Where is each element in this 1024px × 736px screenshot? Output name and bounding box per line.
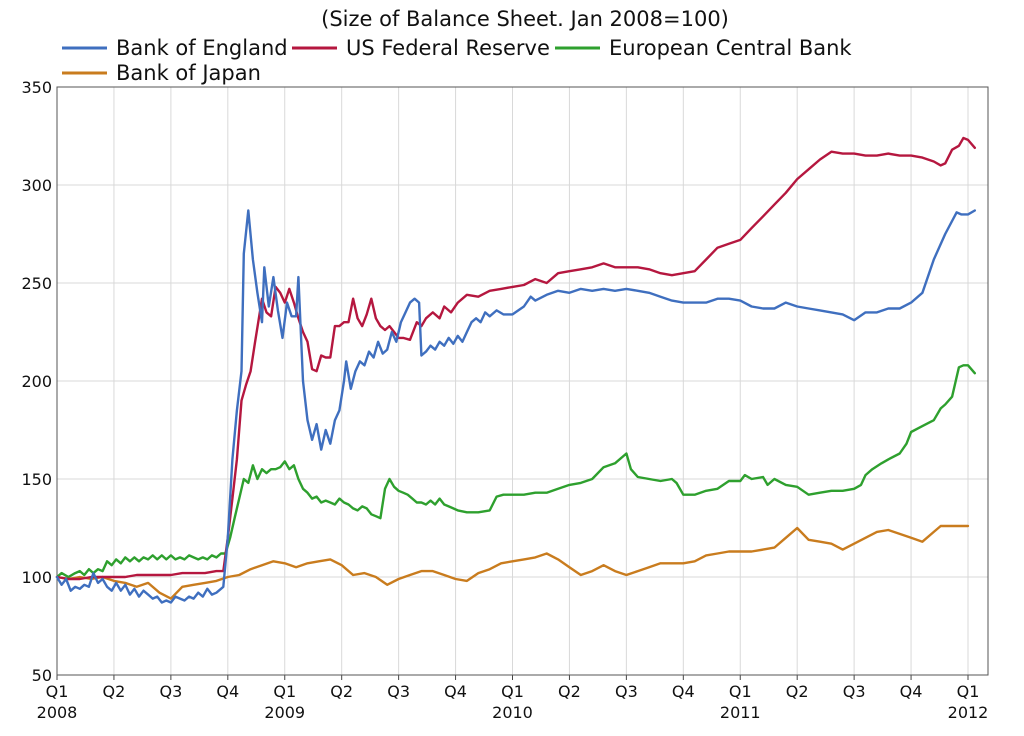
y-tick-label: 250: [21, 274, 52, 293]
plot-frame: [56, 86, 989, 676]
x-tick-label: Q2: [786, 682, 809, 701]
y-tick-label: 200: [21, 372, 52, 391]
y-tick-label: 50: [32, 666, 52, 685]
x-year-label: 2010: [492, 703, 533, 722]
series-line-bank-of-england: [55, 209, 976, 604]
chart-series: [55, 136, 976, 604]
x-year-label: 2011: [720, 703, 761, 722]
legend-item: US Federal Reserve: [292, 36, 550, 60]
x-tick-label: Q2: [103, 682, 126, 701]
x-tick-label: Q1: [957, 682, 980, 701]
series-line-us-federal-reserve: [55, 136, 976, 581]
legend-label: Bank of Japan: [116, 61, 261, 85]
y-tick-label: 300: [21, 176, 52, 195]
legend-item: Bank of Japan: [62, 61, 261, 85]
chart-axes: 50 100 150 200 250 300 350 Q1 Q2 Q3 Q4 Q1 Q2 Q3 Q4 Q1 Q2…: [21, 78, 989, 722]
y-tick-label: 150: [21, 470, 52, 489]
x-tick-label: Q4: [672, 682, 695, 701]
chart-subtitle: (Size of Balance Sheet. Jan 2008=100): [321, 7, 729, 31]
series-line-bank-of-japan: [55, 524, 970, 600]
x-tick-label: Q4: [216, 682, 239, 701]
y-tick-label: 350: [21, 78, 52, 97]
x-tick-label: Q1: [273, 682, 296, 701]
legend-item: Bank of England: [62, 36, 288, 60]
x-tick-label: Q2: [558, 682, 581, 701]
x-tick-label: Q3: [387, 682, 410, 701]
chart-legend: Bank of England US Federal Reserve Europea…: [62, 36, 852, 85]
x-tick-label: Q3: [615, 682, 638, 701]
x-tick-label: Q1: [729, 682, 752, 701]
legend-label: European Central Bank: [609, 36, 852, 60]
x-tick-label: Q3: [159, 682, 182, 701]
series-line-european-central-bank: [55, 364, 976, 579]
y-tick-label: 100: [21, 568, 52, 587]
x-tick-label: Q4: [900, 682, 923, 701]
x-tick-label: Q4: [444, 682, 467, 701]
x-tick-label: Q3: [843, 682, 866, 701]
x-tick-label: Q2: [330, 682, 353, 701]
legend-label: US Federal Reserve: [346, 36, 550, 60]
x-year-label: 2008: [37, 703, 78, 722]
x-year-label: 2009: [264, 703, 305, 722]
x-tick-label: Q1: [501, 682, 524, 701]
x-tick-label: Q1: [46, 682, 69, 701]
chart-grid: [57, 86, 988, 675]
legend-label: Bank of England: [116, 36, 288, 60]
x-year-label: 2012: [948, 703, 989, 722]
legend-item: European Central Bank: [555, 36, 852, 60]
